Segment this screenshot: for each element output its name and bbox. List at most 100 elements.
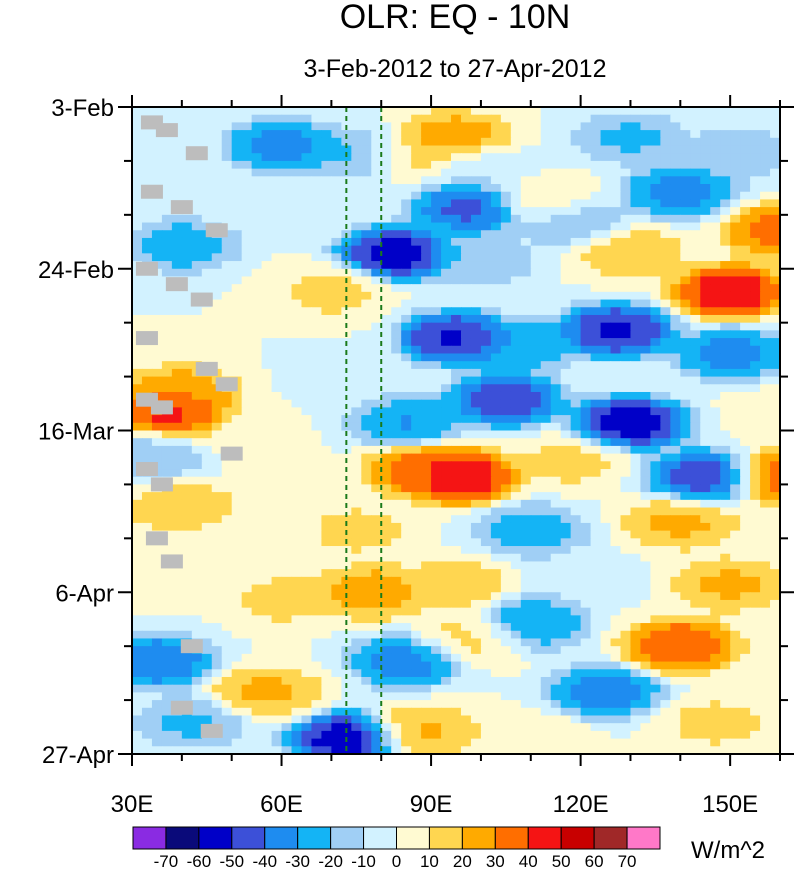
heat-cell [670,638,681,647]
heat-cell [530,646,542,655]
heat-cell [191,338,203,347]
heat-cell [590,445,602,455]
heat-cell [291,430,303,439]
heat-cell [181,669,193,678]
heat-cell [151,692,163,701]
heat-cell [670,692,681,701]
heat-cell [670,176,681,185]
heat-cell [660,676,671,686]
heat-cell [441,391,452,401]
heat-cell [211,299,223,308]
heat-cell [231,576,243,586]
heat-cell [351,345,362,355]
heat-cell [251,623,263,632]
heat-cell [431,499,442,509]
heat-cell [730,607,741,616]
heat-cell [161,307,173,316]
heat-cell [460,291,472,301]
heat-cell [351,184,362,193]
heat-cell [451,553,462,563]
heat-cell [241,499,253,509]
heat-cell [480,214,492,224]
heat-cell [750,584,761,593]
heat-cell [311,453,323,462]
heat-cell [490,646,502,655]
heat-cell [161,191,173,201]
heat-cell [610,476,622,486]
heat-cell [271,499,283,509]
heat-cell [251,338,263,347]
heat-cell [480,207,492,216]
heat-cell [151,168,163,177]
heat-cell [720,199,731,208]
heat-cell [590,515,602,524]
heat-cell [241,430,253,439]
heat-cell [470,461,482,470]
heat-cell [441,584,452,593]
heat-cell [231,338,243,347]
heat-cell [441,592,452,601]
heat-cell [640,130,652,139]
heat-cell [161,230,173,239]
heat-cell [221,176,233,185]
heat-cell [770,453,780,462]
heat-cell [650,538,661,547]
heat-cell [381,546,392,555]
heat-cell [690,538,701,547]
heat-cell [181,576,193,586]
heat-cell [201,399,213,408]
heat-cell [211,469,223,478]
heat-cell [630,484,642,493]
heat-cell [221,214,233,224]
heat-cell [510,422,522,432]
chart-title: OLR: EQ - 10N [340,0,571,36]
heat-cell [490,222,502,231]
heat-cell [680,507,691,516]
heat-cell [720,653,731,663]
heat-cell [750,338,761,347]
heat-cell [590,299,602,308]
heat-cell [490,692,502,701]
heat-cell [291,199,303,208]
heat-cell [421,422,432,432]
heat-cell [630,322,642,331]
heat-cell [460,199,472,208]
heat-cell [690,422,701,432]
heat-cell [391,299,402,308]
heat-cell [291,391,303,401]
heat-cell [700,376,711,385]
heat-cell [610,599,622,609]
heat-cell [480,653,492,663]
heat-cell [630,176,642,185]
heat-cell [500,207,512,216]
heat-cell [580,599,592,609]
heat-cell [600,399,612,408]
heat-cell [590,107,602,116]
heat-cell [490,653,502,663]
heat-cell [650,299,661,308]
heat-cell [311,391,323,401]
heat-cell [231,538,243,547]
heat-cell [261,199,273,208]
heat-cell [441,415,452,424]
heat-cell [431,522,442,532]
heat-cell [510,199,522,208]
heat-cell [161,438,173,447]
heat-cell [351,438,362,447]
heat-cell [570,107,582,116]
heat-cell [361,515,372,524]
heat-cell [590,307,602,316]
heat-cell [530,469,542,478]
heat-cell [401,561,412,570]
heat-cell [141,415,153,424]
heat-cell [431,107,442,116]
heat-cell [500,469,512,478]
heat-cell [590,669,602,678]
heat-cell [670,384,681,393]
heat-cell [500,245,512,254]
heat-cell [371,592,382,601]
heat-cell [530,176,542,185]
heat-cell [171,646,183,655]
heat-cell [451,638,462,647]
heat-cell [640,399,652,408]
